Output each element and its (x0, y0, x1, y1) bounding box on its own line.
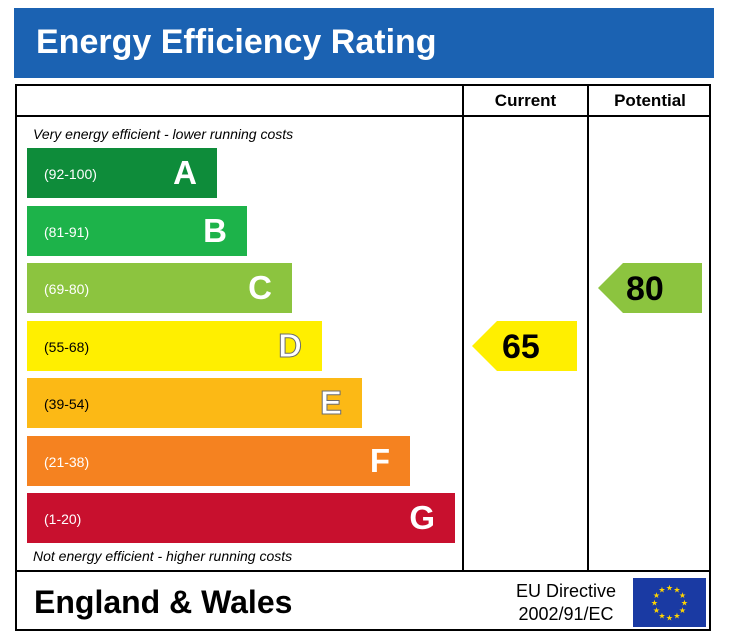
current-rating-value: 65 (502, 328, 540, 366)
header-row-divider (15, 115, 711, 117)
flag-star: ★ (673, 586, 680, 595)
band-c: (69-80) C (27, 263, 292, 313)
band-g: (1-20) G (27, 493, 455, 543)
band-range-d: (55-68) (44, 339, 90, 355)
flag-star: ★ (666, 614, 673, 623)
band-letter-b: B (203, 212, 227, 249)
note-bottom: Not energy efficient - higher running co… (33, 548, 293, 564)
band-e: (39-54) E (27, 378, 362, 428)
potential-rating-value: 80 (626, 270, 664, 308)
band-range-g: (1-20) (44, 511, 82, 527)
current-rating-shape (472, 321, 577, 371)
band-letter-f: F (369, 442, 390, 479)
flag-star: ★ (673, 612, 680, 621)
band-range-b: (81-91) (44, 224, 90, 240)
band-range-a: (92-100) (44, 166, 97, 182)
flag-star: ★ (653, 606, 660, 615)
band-range-c: (69-80) (44, 281, 90, 297)
eu-flag-icon: ★ ★ ★ ★ ★ ★ ★ ★ ★ ★ ★ ★ (633, 578, 706, 627)
flag-star: ★ (681, 599, 688, 608)
flag-star: ★ (653, 591, 660, 600)
region-label: England & Wales (34, 584, 293, 620)
divider-potential (587, 84, 589, 572)
column-current: Current (494, 91, 557, 110)
band-d: (55-68) D (27, 321, 322, 371)
page-title: Energy Efficiency Rating (36, 23, 437, 61)
potential-rating-shape (598, 263, 702, 313)
band-b: (81-91) B (27, 206, 247, 256)
header-banner: Energy Efficiency Rating (14, 8, 714, 78)
band-letter-d: D (278, 327, 303, 365)
directive-line-1: EU Directive (515, 581, 617, 601)
band-a: (92-100) A (27, 148, 217, 198)
band-letter-g: G (409, 499, 435, 536)
current-rating-arrow (472, 321, 577, 371)
flag-star: ★ (651, 599, 658, 608)
flag-star: ★ (679, 606, 686, 615)
potential-rating-arrow (598, 263, 702, 313)
band-f: (21-38) F (27, 436, 410, 486)
divider-current (462, 84, 464, 572)
flag-star: ★ (658, 612, 665, 621)
flag-star: ★ (666, 584, 673, 593)
column-potential: Potential (614, 91, 686, 110)
eu-flag-stars: ★ ★★★★★★★★★★★ (651, 584, 688, 623)
flag-star: ★ (679, 591, 686, 600)
band-range-e: (39-54) (44, 396, 90, 412)
rating-table-frame (15, 84, 711, 631)
band-range-f: (21-38) (44, 454, 90, 470)
directive-line-2: 2002/91/EC (518, 604, 614, 624)
band-letter-c: C (248, 269, 272, 306)
band-letter-a: A (173, 154, 197, 191)
flag-star: ★ (658, 586, 665, 595)
note-top: Very energy efficient - lower running co… (33, 126, 294, 142)
band-letter-e: E (319, 384, 342, 422)
footer-divider (15, 570, 711, 572)
